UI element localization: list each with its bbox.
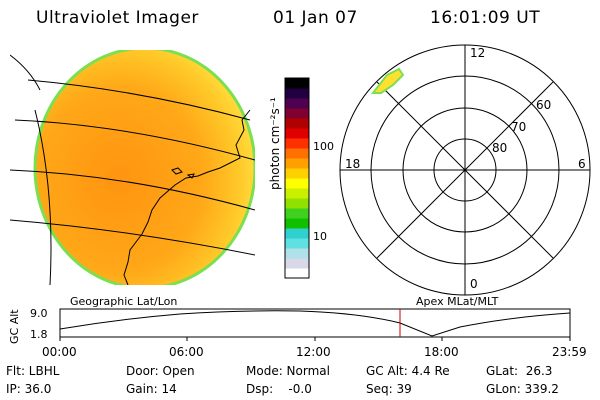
- longitude-line: [34, 109, 52, 285]
- intensity-colorbar: [284, 77, 310, 279]
- earth-uv-image: [10, 50, 255, 285]
- colorbar-segment: [285, 118, 309, 129]
- polar-mlat-mlt-plot: [339, 44, 591, 296]
- x-tick-label-0600: 06:00: [169, 345, 204, 359]
- observation-date: 01 Jan 07: [273, 8, 358, 28]
- mlt-axis-diagonal: [376, 81, 554, 259]
- colorbar-segment: [285, 168, 309, 179]
- colorbar-segment: [285, 148, 309, 159]
- status-seq: Seq: 39: [366, 382, 412, 396]
- status-glat: GLat: 26.3: [486, 364, 553, 378]
- colorbar-segment: [285, 228, 309, 239]
- colorbar-segment: [285, 88, 309, 99]
- status-door: Door: Open: [126, 364, 195, 378]
- colorbar-segment: [285, 248, 309, 259]
- x-tick-label-2359: 23:59: [552, 345, 587, 359]
- colorbar-segment: [285, 128, 309, 139]
- geographic-label: Geographic Lat/Lon: [70, 295, 178, 308]
- status-gc-alt: GC Alt: 4.4 Re: [366, 364, 450, 378]
- apex-label: Apex MLat/MLT: [416, 295, 499, 308]
- status-filter: Flt: LBHL: [6, 364, 60, 378]
- colorbar-segment: [285, 198, 309, 209]
- colorbar-tick-10: 10: [313, 230, 327, 243]
- colorbar-segment: [285, 98, 309, 109]
- coastline-island: [171, 167, 183, 175]
- longitude-line: [10, 54, 41, 91]
- lat-label-60: 60: [536, 98, 552, 112]
- lat-label-80: 80: [492, 141, 508, 155]
- colorbar-tick-100: 100: [313, 140, 334, 153]
- colorbar-segment: [285, 78, 309, 89]
- instrument-title: Ultraviolet Imager: [36, 8, 199, 28]
- latitude-line: [14, 119, 255, 161]
- earth-disk: [33, 50, 255, 285]
- mlt-label-12: 12: [470, 46, 486, 60]
- y-tick-9: 9.0: [30, 307, 48, 320]
- colorbar-frame: [284, 77, 310, 279]
- x-tick-label-0000: 00:00: [42, 345, 77, 359]
- y-tick-1.8: 1.8: [30, 328, 48, 341]
- status-glon: GLon: 339.2: [486, 382, 559, 396]
- latitude-line: [27, 79, 251, 121]
- colorbar-segment: [285, 108, 309, 119]
- colorbar-segment: [285, 238, 309, 249]
- mlt-label-0: 0: [470, 277, 478, 291]
- colorbar-unit-label: photon cm⁻²s⁻¹: [268, 97, 282, 190]
- colorbar-segment: [285, 268, 309, 279]
- latitude-line: [10, 219, 255, 256]
- colorbar-segment: [285, 218, 309, 229]
- x-tick-label-1200: 12:00: [296, 345, 331, 359]
- lat-label-70: 70: [511, 120, 527, 134]
- colorbar-segment: [285, 138, 309, 149]
- x-tick-label-1800: 18:00: [424, 345, 459, 359]
- colorbar-segment: [285, 258, 309, 269]
- status-ip: IP: 36.0: [6, 382, 52, 396]
- colorbar-segment: [285, 208, 309, 219]
- mlt-label-6: 6: [578, 157, 586, 171]
- polar-aurora-patch: [370, 67, 405, 94]
- colorbar-segment: [285, 178, 309, 189]
- colorbar-segment: [285, 158, 309, 169]
- observation-time: 16:01:09 UT: [430, 8, 541, 28]
- latitude-line: [10, 169, 255, 211]
- gc-alt-axis-title: GC Alt: [8, 309, 21, 344]
- status-mode: Mode: Normal: [246, 364, 330, 378]
- colorbar-segment: [285, 188, 309, 199]
- status-gain: Gain: 14: [126, 382, 177, 396]
- mlt-label-18: 18: [345, 157, 361, 171]
- coastline-island: [186, 173, 195, 179]
- altitude-strip-plot: [59, 308, 571, 341]
- coastline: [123, 109, 251, 285]
- altitude-curve: [59, 310, 571, 337]
- status-dsp: Dsp: -0.0: [246, 382, 312, 396]
